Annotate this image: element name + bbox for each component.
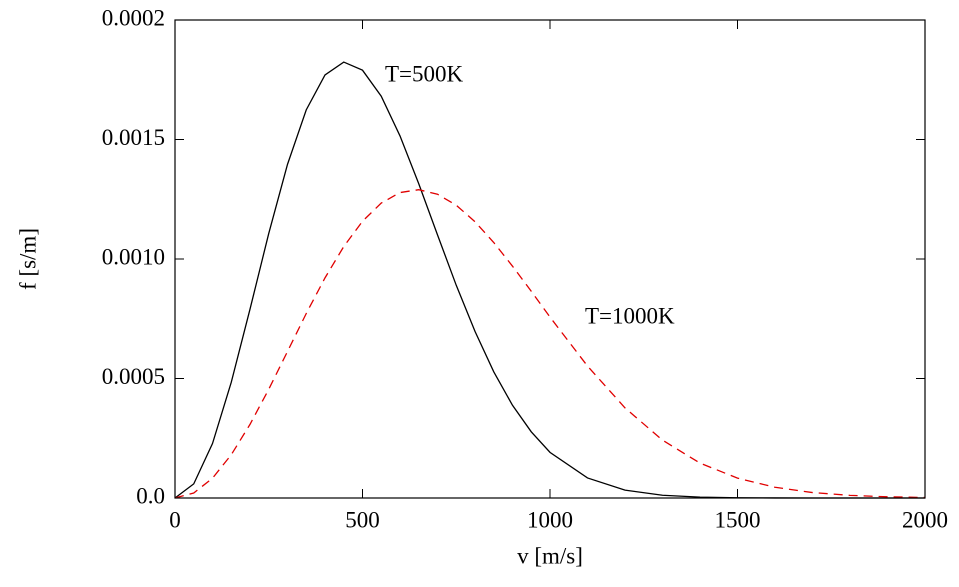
y-axis-label: f [s/m] (15, 228, 40, 290)
series-label: T=1000K (585, 303, 675, 328)
y-tick-label: 0.0010 (102, 244, 165, 269)
y-tick-label: 0.0005 (102, 364, 165, 389)
y-tick-label: 0.0 (136, 483, 165, 508)
plot-frame (174, 19, 926, 499)
y-tick-label: 0.0015 (102, 125, 165, 150)
x-tick-label: 2000 (902, 507, 948, 532)
x-axis-label: v [m/s] (517, 543, 583, 568)
line-series (174, 189, 926, 499)
x-tick-label: 0 (169, 507, 181, 532)
x-tick-label: 1000 (527, 507, 573, 532)
x-tick-label: 1500 (715, 507, 761, 532)
y-tick-label: 0.0002 (102, 5, 165, 30)
x-tick-label: 500 (345, 507, 380, 532)
series-label: T=500K (385, 61, 464, 86)
